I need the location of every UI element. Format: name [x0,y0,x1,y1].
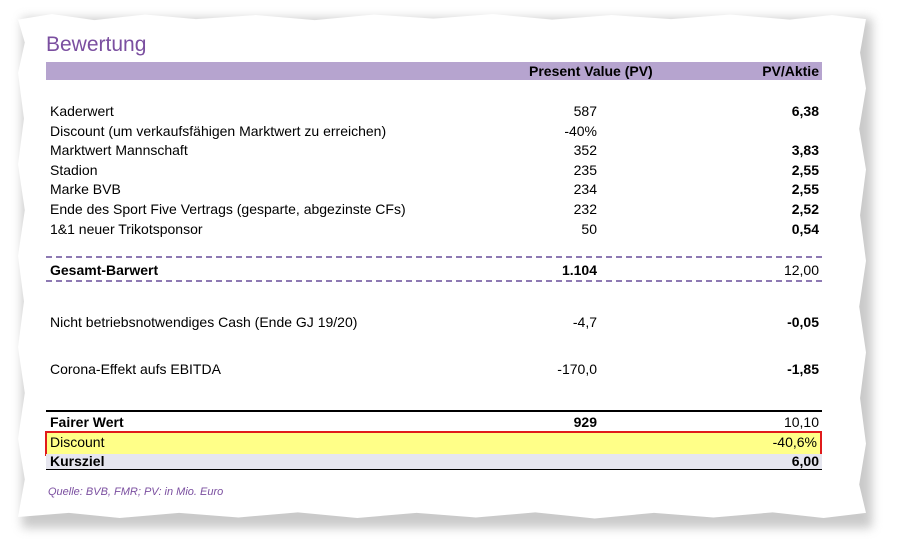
cash-label: Nicht betriebsnotwendiges Cash (Ende GJ … [50,314,358,330]
row-label: Stadion [50,162,98,178]
corona-pv: -170,0 [557,361,597,377]
divider-solid [46,410,822,412]
discount-ps: -40,6% [772,434,817,450]
cash-ps: -0,05 [787,314,819,330]
row-ps: 6,38 [791,103,819,119]
kursziel-label: Kursziel [50,453,105,469]
row-label: 1&1 neuer Trikotsponsor [50,221,203,237]
total-ps: 12,00 [783,262,819,278]
divider-dashed [46,280,822,282]
row-label: Marke BVB [50,181,121,197]
row-ps: 0,54 [791,221,819,237]
corona-label: Corona-Effekt aufs EBITDA [50,361,221,377]
fair-value-label: Fairer Wert [50,414,124,430]
cash-pv: -4,7 [572,314,597,330]
header-pv-per-share: PV/Aktie [762,63,819,79]
fair-value-ps: 10,10 [783,414,819,430]
row-pv: 232 [573,201,597,217]
row-pv: 234 [573,181,597,197]
corona-ps: -1,85 [787,361,819,377]
row-ps: 3,83 [791,142,819,158]
row-pv: -40% [564,123,597,139]
row-pv: 352 [573,142,597,158]
row-label: Discount (um verkaufsfähigen Marktwert z… [50,123,387,139]
row-pv: 587 [573,103,597,119]
fair-value-pv: 929 [573,414,597,430]
row-label: Ende des Sport Five Vertrags (gesparte, … [50,201,406,217]
row-label: Marktwert Mannschaft [50,142,188,158]
kursziel-ps: 6,00 [791,453,819,469]
row-label: Kaderwert [50,103,114,119]
discount-highlight [45,431,822,456]
kursziel-band [46,454,822,470]
row-ps: 2,55 [791,162,819,178]
divider-dashed [46,256,822,258]
total-label: Gesamt-Barwert [50,262,159,278]
header-present-value: Present Value (PV) [529,63,653,79]
source-note: Quelle: BVB, FMR; PV: in Mio. Euro [48,486,224,498]
row-ps: 2,55 [791,181,819,197]
row-ps: 2,52 [791,201,819,217]
row-pv: 235 [573,162,597,178]
row-pv: 50 [581,221,597,237]
discount-label: Discount [50,434,105,450]
page-title: Bewertung [46,33,147,56]
total-pv: 1.104 [561,262,597,278]
header-band [46,62,822,80]
